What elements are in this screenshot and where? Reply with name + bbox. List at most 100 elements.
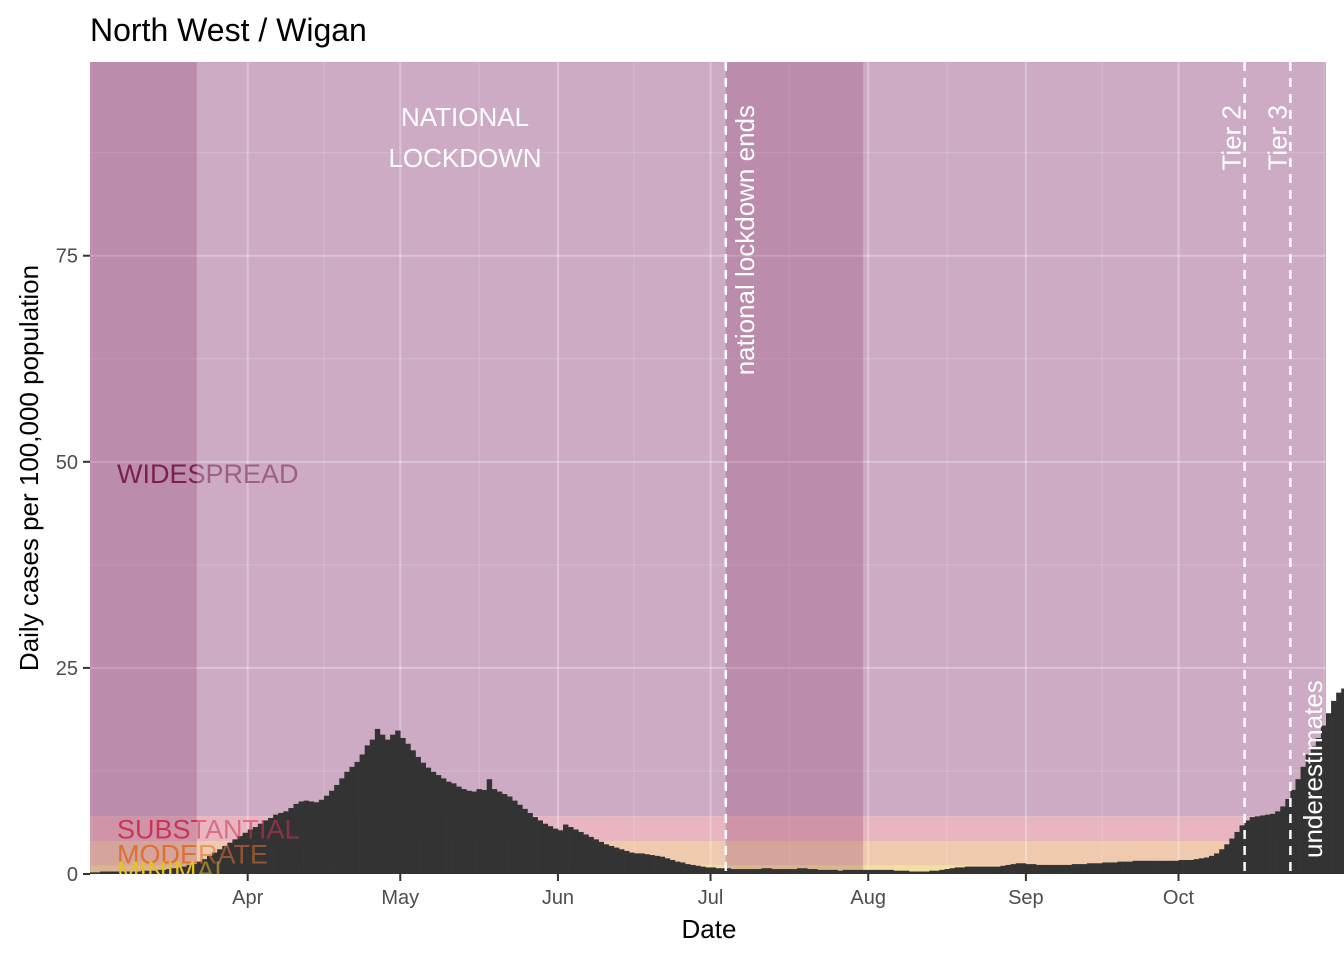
bar	[201, 859, 208, 874]
bar	[268, 817, 274, 874]
bar	[359, 754, 365, 874]
bar	[217, 849, 223, 874]
bar	[1229, 838, 1235, 874]
bar	[1056, 864, 1062, 874]
bar	[608, 845, 615, 874]
bar	[1234, 831, 1240, 874]
bar	[557, 830, 564, 874]
bar	[888, 869, 894, 874]
bar	[90, 872, 96, 874]
bar	[161, 869, 167, 874]
bar	[822, 869, 828, 874]
bar	[629, 852, 635, 874]
bar	[695, 865, 701, 874]
bar	[583, 834, 589, 874]
bar	[1305, 754, 1312, 874]
bar	[1153, 860, 1159, 874]
bar	[761, 868, 767, 874]
bar	[95, 872, 101, 874]
bar	[502, 794, 508, 874]
y-tick-label: 50	[56, 452, 78, 474]
underestimates-label: underestimates	[1298, 680, 1328, 858]
bar	[1295, 779, 1301, 874]
bar	[959, 867, 966, 874]
chart-title: North West / Wigan	[90, 12, 367, 48]
y-axis-title: Daily cases per 100,000 population	[14, 265, 44, 671]
bar	[858, 869, 864, 874]
bar	[730, 869, 737, 874]
bar	[832, 869, 839, 874]
bar	[115, 871, 121, 874]
bar	[618, 849, 625, 874]
bar	[374, 728, 381, 874]
bar	[262, 820, 269, 874]
bar	[995, 866, 1001, 874]
bar	[476, 789, 482, 874]
bar	[1198, 858, 1205, 874]
bar	[273, 814, 279, 874]
bar	[1320, 725, 1327, 874]
bar	[334, 784, 340, 874]
bar	[435, 775, 442, 874]
bar	[1336, 692, 1342, 874]
bar	[1163, 860, 1169, 874]
bar	[517, 804, 523, 874]
band-label-minimal-faded: MINIMAL	[117, 856, 230, 886]
shaded-period	[90, 62, 197, 874]
bar	[186, 864, 193, 874]
y-tick-label: 0	[67, 864, 78, 886]
event-label: Tier 3	[1262, 105, 1292, 171]
bar	[420, 762, 427, 874]
bar	[471, 791, 477, 874]
band-label-substantial-faded: SUBSTANTIAL	[117, 815, 300, 845]
y-axis: 0 25 50 75	[56, 246, 90, 886]
bar	[802, 868, 808, 874]
x-tick-label: Aug	[850, 887, 886, 909]
bar	[527, 812, 533, 874]
bar	[1285, 798, 1291, 874]
bar	[980, 866, 986, 874]
bar	[613, 847, 620, 874]
bar	[1178, 859, 1184, 874]
bar	[552, 828, 559, 874]
bar	[644, 854, 650, 874]
bar	[568, 827, 574, 874]
bar	[837, 870, 844, 874]
bar	[1036, 864, 1042, 874]
bar	[181, 866, 187, 874]
bar	[547, 826, 554, 874]
bar	[908, 871, 915, 874]
band-label-widespread: WIDESPREAD	[117, 459, 299, 489]
lockdown-label-line1: NATIONAL	[401, 102, 529, 132]
bar	[252, 827, 259, 874]
bar	[344, 771, 350, 874]
bar	[725, 868, 732, 874]
bar	[847, 869, 854, 874]
bar	[100, 871, 106, 874]
bar	[1071, 864, 1078, 874]
bar	[893, 870, 900, 874]
bar	[1300, 766, 1306, 874]
bar	[313, 802, 320, 874]
bar	[593, 839, 599, 874]
bar	[1270, 813, 1276, 874]
bar	[237, 836, 243, 874]
bar	[1249, 817, 1256, 874]
bar	[522, 808, 528, 874]
bar	[1275, 811, 1281, 874]
bar	[735, 869, 742, 874]
bar	[298, 801, 304, 874]
bar	[339, 778, 345, 874]
bar	[329, 790, 335, 874]
bar	[1219, 849, 1225, 874]
bar	[400, 737, 406, 874]
bar	[639, 853, 645, 874]
bar	[863, 869, 869, 874]
bar	[624, 850, 630, 874]
bar	[603, 844, 610, 874]
bar	[425, 767, 432, 874]
bar-series	[90, 688, 1344, 874]
bar	[247, 829, 254, 874]
x-tick-label: May	[381, 887, 419, 909]
bar	[257, 823, 264, 874]
